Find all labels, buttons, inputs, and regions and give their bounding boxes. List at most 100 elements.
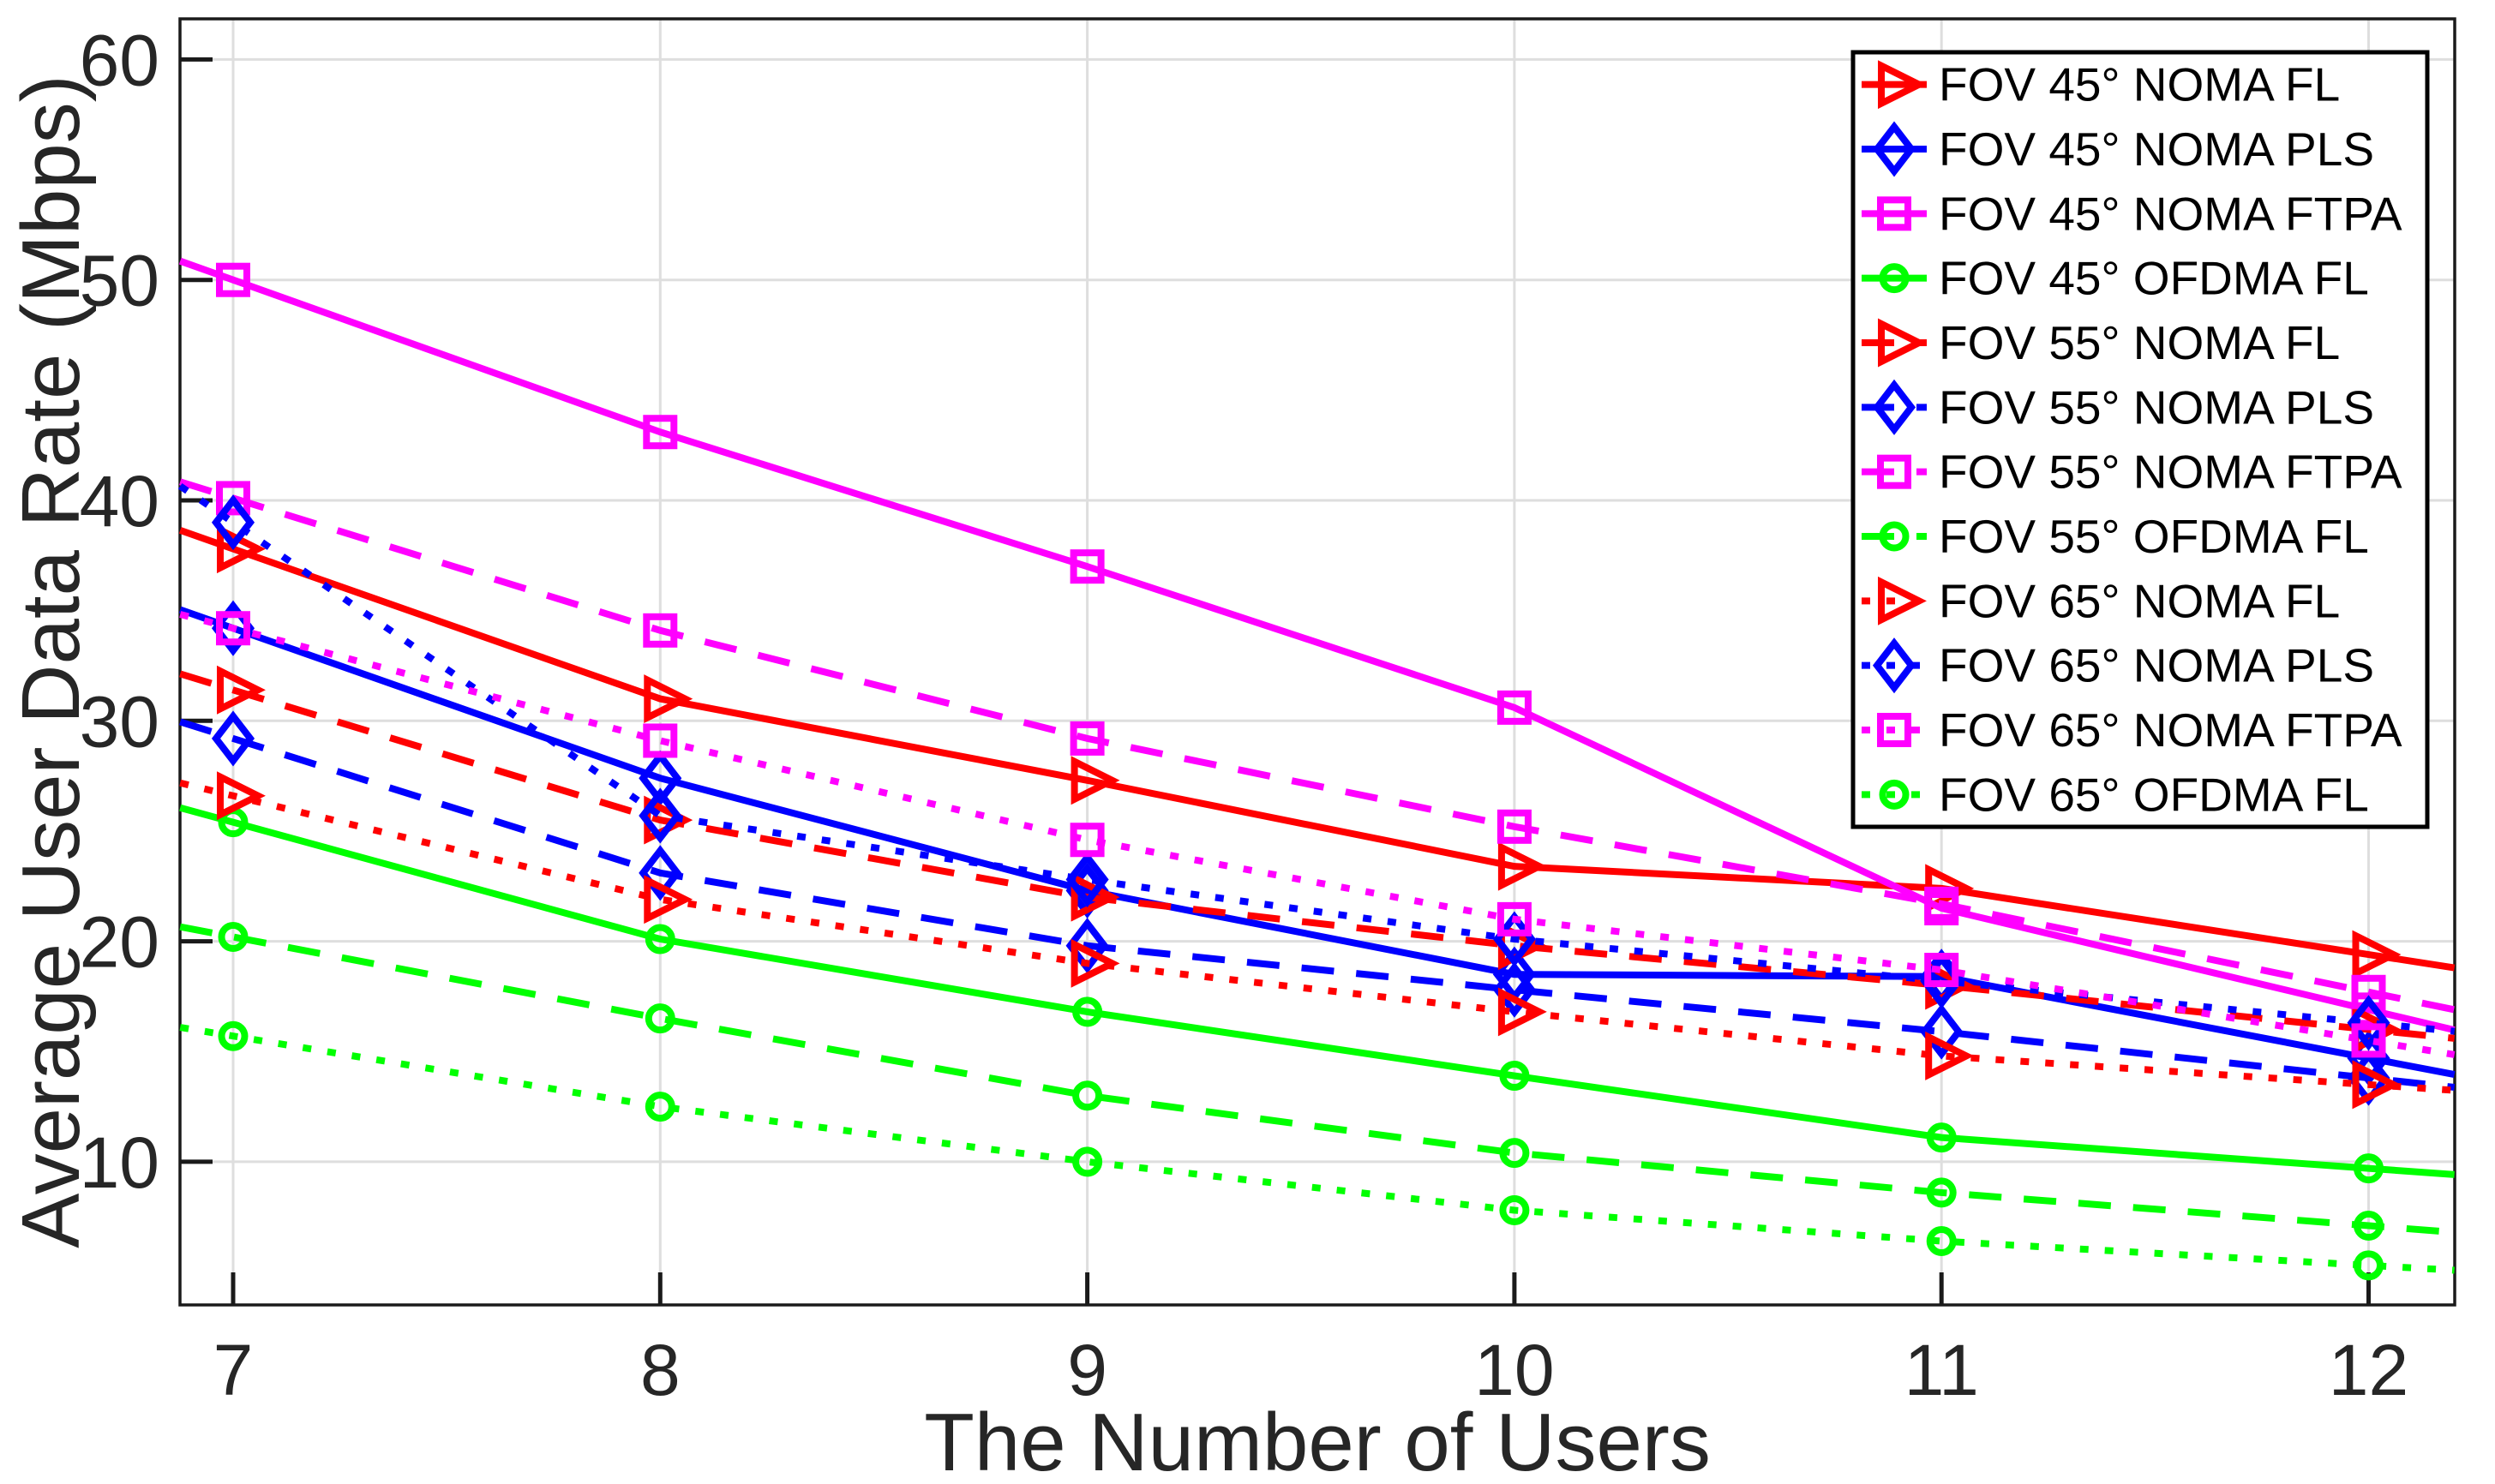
legend-item-label: FOV 65° NOMA PLS — [1939, 639, 2374, 692]
legend-item: FOV 65° NOMA FL — [1862, 574, 2340, 627]
square-marker — [1496, 809, 1532, 844]
diamond-marker — [211, 494, 255, 551]
circle-marker — [645, 1092, 675, 1122]
diamond-marker — [1065, 851, 1109, 908]
triangle-right-marker — [217, 771, 266, 821]
triangle-right-marker — [1878, 60, 1927, 110]
square-marker — [1496, 901, 1532, 936]
dotted-line — [177, 482, 2456, 1035]
axes — [178, 17, 2456, 1307]
square-marker — [216, 262, 250, 297]
series-fov-65-ofdma-fl — [179, 1020, 2455, 1281]
y-tick-label: 10 — [80, 1122, 159, 1203]
diamond-marker — [1492, 961, 1536, 1018]
x-tick-label: 7 — [213, 1330, 254, 1410]
circle-marker — [645, 924, 675, 954]
diamond-marker — [639, 787, 682, 844]
legend-item: FOV 55° NOMA FTPA — [1862, 446, 2402, 499]
data-series — [177, 257, 2456, 1281]
solid-line — [178, 606, 2456, 1079]
x-axis-title: The Number of Users — [924, 1397, 1711, 1484]
legend-item-label: FOV 55° NOMA FL — [1939, 316, 2340, 369]
legend-item-label: FOV 55° NOMA FTPA — [1939, 446, 2402, 499]
legend-item: FOV 45° NOMA FTPA — [1862, 187, 2402, 240]
diamond-marker — [1872, 637, 1916, 694]
diamond-marker — [1872, 121, 1916, 177]
circle-marker — [2354, 1211, 2384, 1242]
circle-marker — [1879, 521, 1910, 552]
triangle-right-marker — [1497, 841, 1547, 891]
circle-marker — [2354, 1153, 2384, 1184]
triangle-right-marker — [1497, 987, 1547, 1037]
legend-item: FOV 55° NOMA PLS — [1862, 379, 2374, 435]
legend-item-label: FOV 45° OFDMA FL — [1939, 252, 2369, 305]
legend-item-label: FOV 65° NOMA FTPA — [1939, 703, 2402, 757]
triangle-right-marker — [1925, 1031, 1975, 1080]
square-marker — [1877, 454, 1911, 489]
diamond-marker — [1920, 1003, 1964, 1060]
diamond-marker — [211, 710, 255, 767]
solid-line — [178, 257, 2456, 1034]
legend-item-label: FOV 45° NOMA FTPA — [1939, 187, 2402, 240]
circle-marker — [1072, 1080, 1103, 1111]
dotted-line — [179, 611, 2456, 1058]
square-marker — [2351, 1023, 2386, 1058]
legend-item: FOV 55° OFDMA FL — [1862, 510, 2369, 563]
x-tick-label: 9 — [1067, 1330, 1107, 1410]
square-marker — [1924, 953, 1959, 988]
y-tick-label: 20 — [80, 902, 159, 983]
circle-marker — [1879, 779, 1910, 810]
square-marker — [1924, 886, 1959, 921]
triangle-right-marker — [1878, 576, 1927, 625]
y-tick-label: 40 — [80, 461, 159, 542]
circle-marker — [1926, 1226, 1957, 1257]
triangle-right-marker — [1071, 938, 1120, 988]
y-axis-title: Average User Data Rate (Mbps) — [5, 75, 97, 1248]
circle-marker — [1879, 263, 1910, 294]
solid-line — [179, 804, 2455, 1178]
square-marker — [1877, 196, 1911, 231]
square-marker — [1070, 823, 1105, 858]
circle-marker — [1499, 1061, 1530, 1092]
series-fov-55-ofdma-fl — [179, 921, 2455, 1242]
legend-item: FOV 55° NOMA FL — [1862, 316, 2340, 369]
circle-marker — [1499, 1195, 1530, 1226]
diamond-marker — [639, 845, 682, 901]
circle-marker — [1072, 1146, 1103, 1177]
dashed-line — [179, 670, 2456, 1042]
x-tick-label: 8 — [640, 1330, 681, 1410]
dashed-line — [179, 478, 2456, 1014]
legend-item-label: FOV 55° OFDMA FL — [1939, 510, 2369, 563]
triangle-right-marker — [2352, 930, 2402, 979]
circle-marker — [645, 1003, 675, 1034]
series-fov-45-ofdma-fl — [179, 804, 2455, 1184]
dotted-line — [179, 779, 2455, 1094]
legend-item-label: FOV 45° NOMA FL — [1939, 58, 2340, 111]
legend-item-label: FOV 65° NOMA FL — [1939, 574, 2340, 627]
circle-marker — [1072, 996, 1103, 1027]
square-marker — [643, 723, 678, 758]
circle-marker — [218, 921, 249, 952]
legend: FOV 45° NOMA FL FOV 45° NOMA PLS FOV 45° N… — [1850, 50, 2430, 829]
circle-marker — [1926, 1122, 1957, 1153]
diamond-marker — [639, 750, 682, 806]
dashed-line — [179, 718, 2456, 1091]
legend-item-label: FOV 55° NOMA PLS — [1939, 380, 2374, 434]
legend-item: FOV 45° NOMA PLS — [1862, 121, 2374, 177]
diamond-marker — [1872, 379, 1916, 435]
dotted-line — [179, 1024, 2455, 1274]
y-tick-label: 60 — [80, 20, 159, 100]
triangle-right-marker — [217, 665, 266, 715]
x-tick-label: 11 — [1904, 1330, 1979, 1410]
square-marker — [1877, 713, 1911, 747]
square-marker — [216, 481, 250, 516]
plot-box — [178, 17, 2456, 1307]
square-marker — [1070, 721, 1105, 756]
square-marker — [643, 613, 678, 648]
circle-marker — [1499, 1138, 1530, 1169]
circle-marker — [2354, 1250, 2384, 1281]
tick-labels: 7 8 9 10 11 12 10 20 30 40 50 60 — [80, 20, 2409, 1410]
square-marker — [643, 415, 678, 450]
legend-item: FOV 65° OFDMA FL — [1862, 768, 2369, 821]
